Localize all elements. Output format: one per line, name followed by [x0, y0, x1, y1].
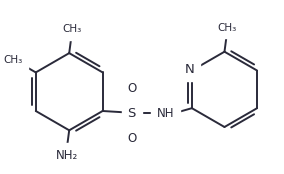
Text: N: N: [185, 63, 195, 76]
Text: O: O: [127, 132, 136, 145]
Text: NH₂: NH₂: [56, 149, 78, 162]
Text: CH₃: CH₃: [217, 23, 237, 33]
Text: CH₃: CH₃: [62, 24, 81, 34]
Text: O: O: [127, 82, 136, 95]
Text: NH: NH: [157, 107, 174, 120]
Text: S: S: [128, 107, 136, 120]
Text: CH₃: CH₃: [3, 55, 23, 65]
